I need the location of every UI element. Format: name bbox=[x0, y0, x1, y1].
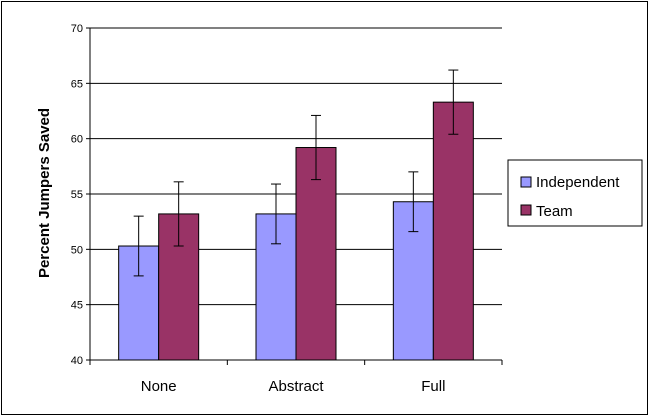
bars bbox=[118, 101, 474, 361]
legend-box bbox=[507, 159, 643, 227]
y-tick-label-60: 60 bbox=[71, 134, 83, 146]
error-bars bbox=[133, 69, 459, 277]
error-bar-team-full bbox=[448, 69, 459, 135]
x-category-labels: None Abstract Full bbox=[141, 378, 446, 395]
legend-swatch-team bbox=[520, 204, 532, 216]
error-bar-independent-abstract bbox=[271, 183, 281, 245]
x-category-label-none: None bbox=[141, 378, 177, 395]
y-tick-label-50: 50 bbox=[71, 244, 83, 256]
y-tick-label-65: 65 bbox=[71, 78, 83, 90]
y-tick-label-70: 70 bbox=[71, 23, 83, 35]
y-tick-label-45: 45 bbox=[71, 300, 83, 312]
legend-label-team: Team bbox=[536, 203, 573, 220]
legend-swatch-independent bbox=[520, 176, 532, 188]
bar-team-abstract bbox=[295, 147, 337, 361]
error-bar-independent-none bbox=[133, 215, 144, 277]
x-category-label-abstract: Abstract bbox=[268, 378, 324, 395]
error-bar-team-none bbox=[173, 181, 184, 247]
y-tick-label-40: 40 bbox=[71, 355, 83, 367]
axes bbox=[86, 27, 503, 365]
y-tick-label-55: 55 bbox=[71, 189, 83, 201]
y-axis-label: Percent Jumpers Saved bbox=[36, 108, 53, 278]
legend: Independent Team bbox=[507, 159, 643, 227]
y-tick-labels: 40 45 50 55 60 65 70 bbox=[71, 23, 83, 367]
error-bar-independent-full bbox=[408, 171, 419, 233]
legend-label-independent: Independent bbox=[536, 174, 620, 191]
error-bar-team-abstract bbox=[311, 114, 321, 181]
bar-team-full bbox=[432, 101, 474, 361]
x-category-label-full: Full bbox=[421, 378, 445, 395]
